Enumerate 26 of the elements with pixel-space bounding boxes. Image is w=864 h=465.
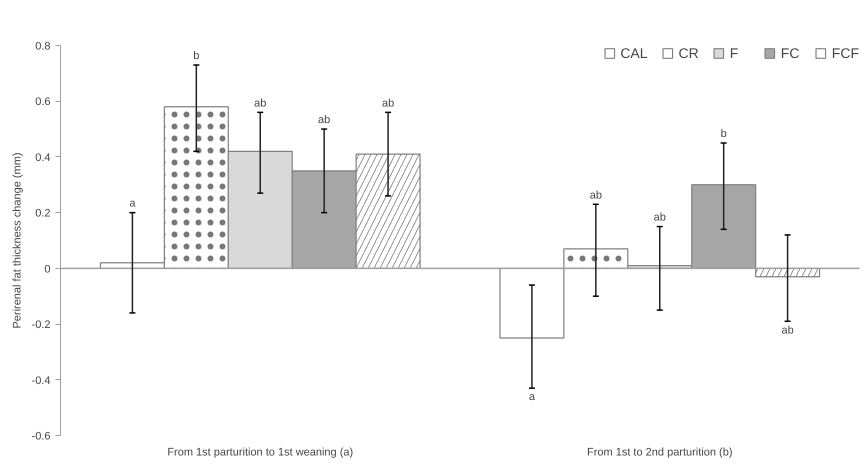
x-tick-label: From 1st to 2nd parturition (b) <box>587 446 733 458</box>
legend-label: CAL <box>620 45 648 61</box>
x-tick-label: From 1st parturition to 1st weaning (a) <box>167 446 354 458</box>
annotation: a <box>528 391 536 404</box>
y-tick-label: -0.2 <box>32 319 51 332</box>
annotation: ab <box>318 114 330 126</box>
y-tick-label: -0.6 <box>32 430 51 442</box>
annotation: ab <box>254 97 266 110</box>
y-tick-label: 0.8 <box>35 40 51 52</box>
annotation: b <box>193 50 200 62</box>
y-tick-label: 0.6 <box>35 96 51 108</box>
legend-label: FCF <box>832 45 859 61</box>
annotation: a <box>129 198 136 210</box>
y-tick-label: 0.2 <box>35 208 51 220</box>
annotation: ab <box>781 324 794 336</box>
annotation: b <box>720 128 727 140</box>
annotation: ab <box>654 212 666 224</box>
annotation: ab <box>590 189 602 202</box>
y-tick-label: -0.4 <box>32 374 51 387</box>
y-tick-label: 0 <box>44 263 51 276</box>
y-tick-label: 0.4 <box>35 152 51 164</box>
legend-label: CR <box>678 45 699 61</box>
legend-label: FC <box>780 45 800 61</box>
y-axis-title: Perirenal fat thickness change (mm) <box>12 152 24 329</box>
annotation: ab <box>382 97 394 110</box>
legend-label: F <box>730 45 740 61</box>
